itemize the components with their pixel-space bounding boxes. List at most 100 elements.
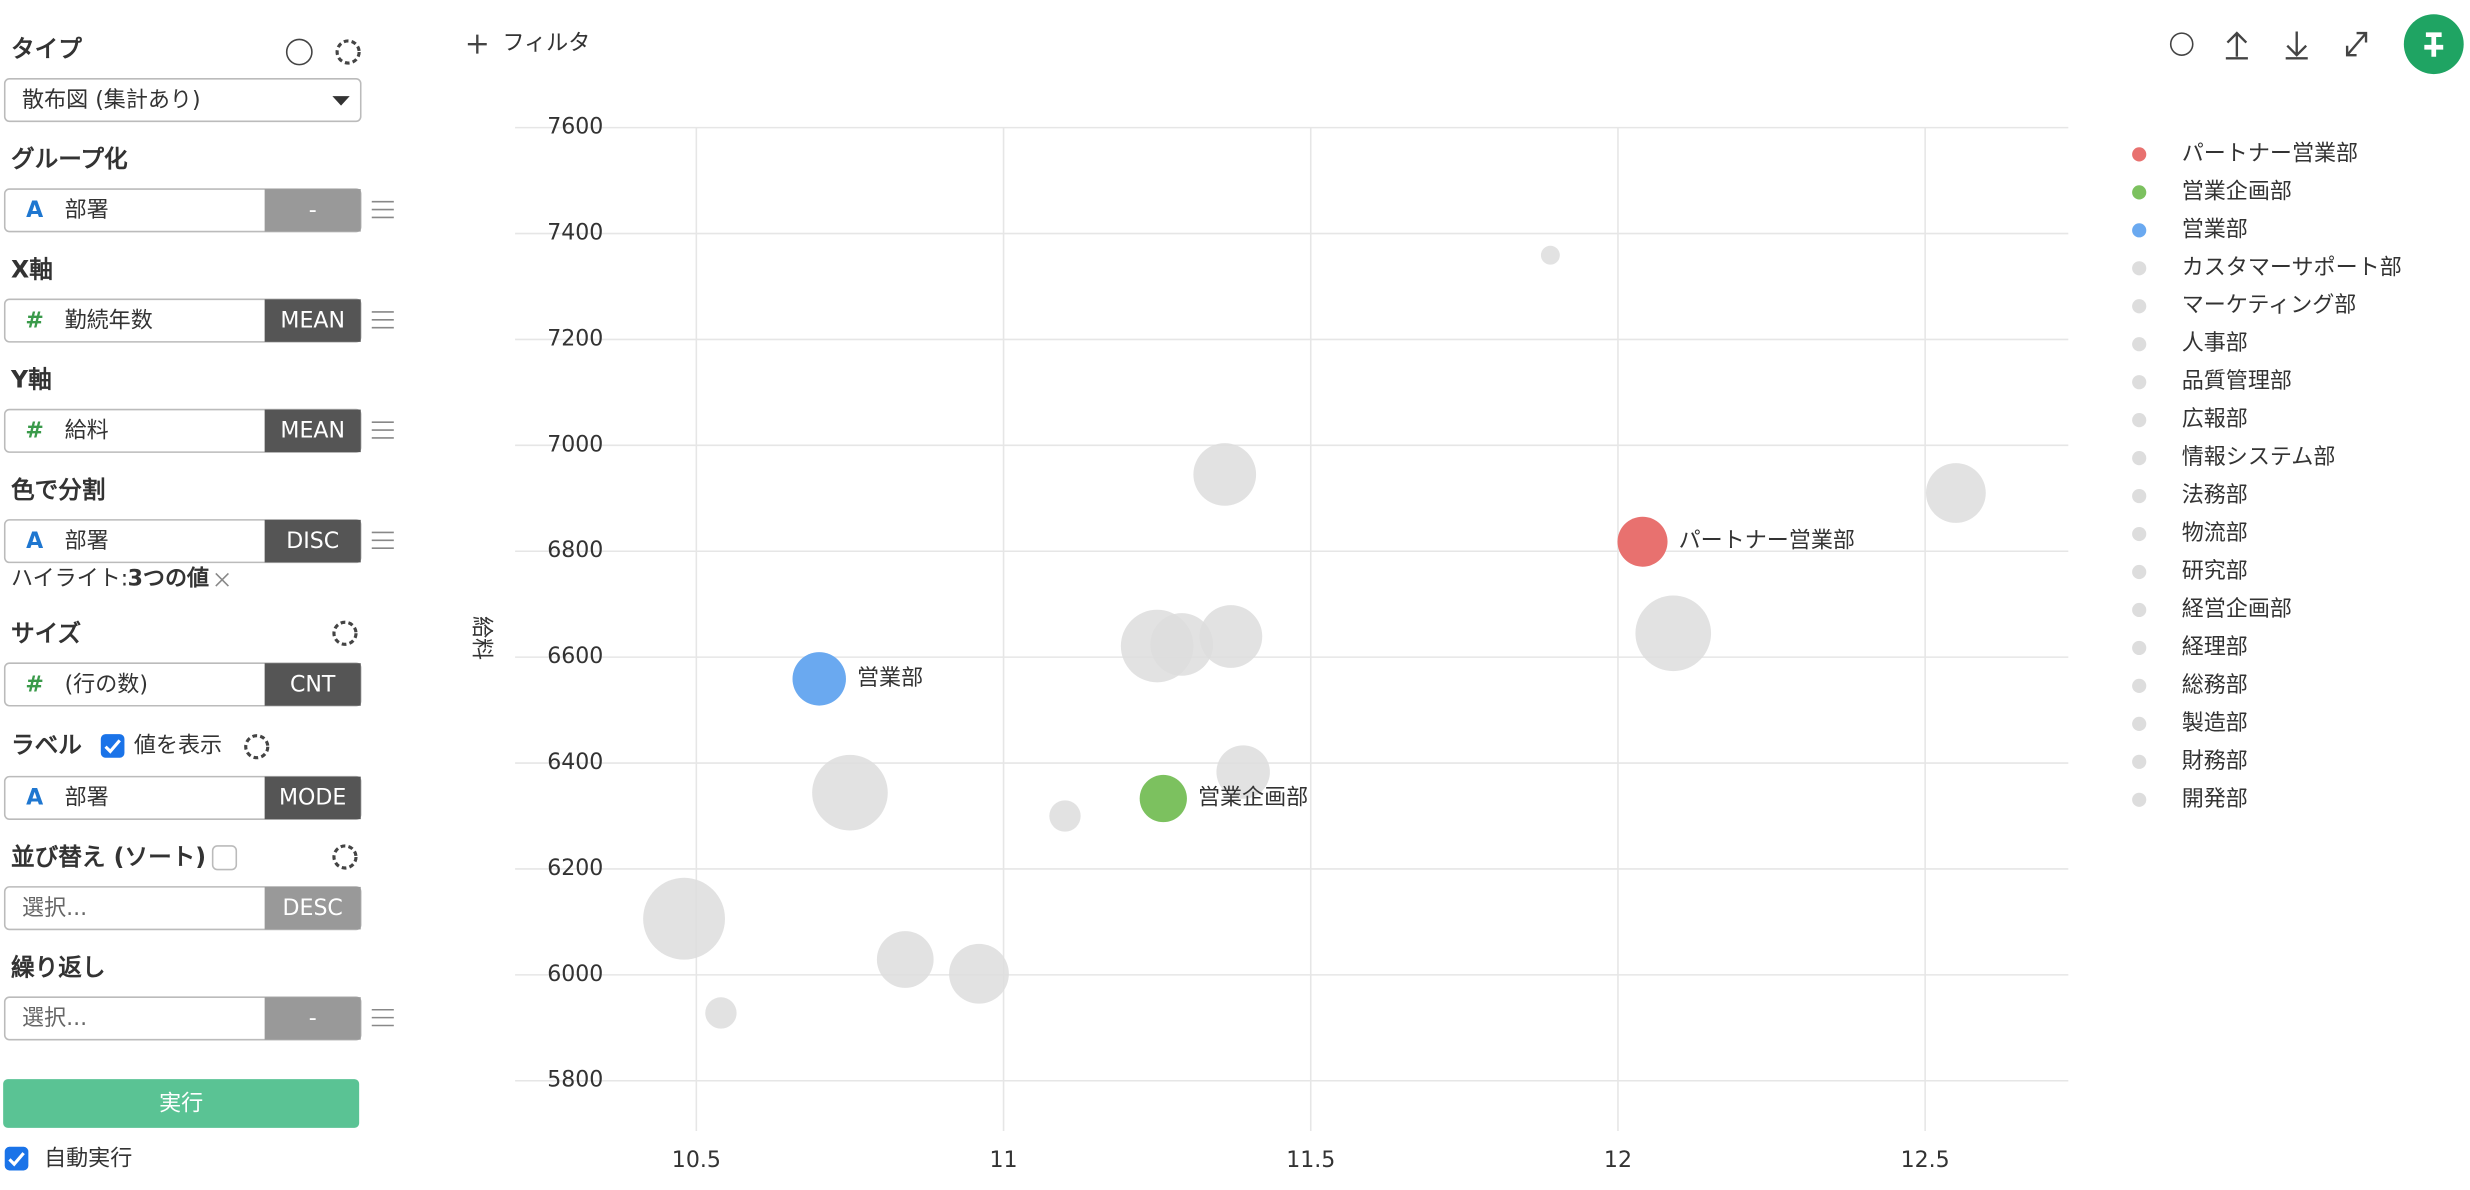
upload-icon[interactable] [2225, 31, 2248, 60]
legend-label[interactable]: カスタマーサポート部 [2182, 255, 2402, 280]
legend-label[interactable]: 情報システム部 [2182, 445, 2336, 470]
plus-icon[interactable] [467, 34, 487, 54]
legend-label[interactable]: 経営企画部 [2182, 597, 2292, 622]
legend-marker[interactable] [2132, 185, 2147, 200]
type-select[interactable] [3, 78, 362, 123]
bubble [1139, 774, 1187, 823]
legend-label[interactable]: 営業企画部 [2182, 179, 2292, 204]
legend-marker[interactable] [2132, 451, 2147, 466]
settings-icon[interactable] [332, 844, 358, 870]
checkbox[interactable] [211, 845, 238, 871]
legend-marker[interactable] [2132, 602, 2147, 618]
bubble [705, 997, 737, 1029]
legend-label[interactable]: 研究部 [2182, 559, 2248, 584]
legend-label[interactable]: 経理部 [2182, 635, 2248, 660]
legend-marker[interactable] [2132, 754, 2147, 769]
legend-marker[interactable] [2132, 413, 2147, 428]
x-tick-label: 11.5 [1286, 1148, 1335, 1173]
legend-marker[interactable] [2132, 337, 2147, 352]
field-title: サイズ [11, 619, 82, 647]
y-axis-label: 給料 [468, 616, 493, 660]
legend-marker[interactable] [2132, 488, 2147, 504]
legend-label[interactable]: 財務部 [2182, 749, 2248, 774]
agg-label: MODE [279, 786, 346, 811]
legend-label[interactable]: 法務部 [2182, 483, 2248, 508]
y-tick-label: 7600 [547, 115, 603, 140]
legend-marker[interactable] [2132, 564, 2147, 580]
legend-marker[interactable] [2132, 223, 2147, 238]
settings-icon[interactable] [332, 620, 358, 646]
legend-label[interactable]: パートナー営業部 [2182, 141, 2358, 166]
legend-label[interactable]: 人事部 [2182, 331, 2248, 356]
highlight-value[interactable]: 3つの値 [128, 567, 209, 592]
bubble [792, 652, 846, 706]
menu-icon[interactable] [371, 421, 394, 439]
agg-label: MEAN [280, 308, 345, 333]
bubble [1617, 516, 1668, 567]
x-tick-label: 10.5 [672, 1148, 721, 1173]
bubble [1635, 595, 1712, 672]
bubble [949, 943, 1009, 1004]
legend-label[interactable]: 広報部 [2182, 407, 2248, 432]
agg-button[interactable] [264, 189, 361, 232]
checkbox-checked[interactable] [100, 734, 125, 758]
comment-icon[interactable] [2169, 32, 2194, 56]
x-tick-label: 12 [1604, 1148, 1632, 1173]
run-button[interactable] [3, 1079, 360, 1128]
legend-label[interactable]: 製造部 [2182, 711, 2248, 736]
run-label: 実行 [159, 1091, 203, 1116]
agg-button[interactable] [264, 776, 361, 820]
bubble [1540, 245, 1560, 265]
legend-label[interactable]: 開発部 [2182, 787, 2248, 812]
agg-label: DESC [283, 896, 343, 921]
legend-marker[interactable] [2132, 147, 2147, 162]
legend-label[interactable]: マーケティング部 [2182, 293, 2357, 318]
agg-button[interactable] [264, 409, 361, 453]
download-icon[interactable] [2285, 31, 2308, 60]
checkbox-checked[interactable] [4, 1146, 29, 1171]
legend-marker[interactable] [2132, 526, 2147, 542]
legend-marker[interactable] [2132, 678, 2147, 693]
agg-button[interactable] [264, 519, 361, 563]
y-tick-label: 6400 [547, 750, 603, 775]
bubble [1216, 745, 1270, 799]
legend-label[interactable]: 品質管理部 [2182, 369, 2292, 394]
menu-icon[interactable] [371, 531, 394, 550]
auto-run-label: 自動実行 [44, 1146, 132, 1171]
field-title: 繰り返し [11, 953, 105, 981]
legend-marker[interactable] [2132, 261, 2147, 276]
field-type-icon: # [25, 308, 43, 333]
y-tick-label: 6600 [547, 644, 603, 669]
settings-icon[interactable] [244, 734, 270, 760]
legend-label[interactable]: 総務部 [2182, 673, 2248, 698]
menu-icon[interactable] [371, 311, 394, 329]
agg-button[interactable] [264, 997, 361, 1040]
y-tick-label: 7400 [547, 221, 603, 246]
settings-icon[interactable] [335, 39, 361, 65]
agg-button[interactable] [264, 886, 361, 930]
filter-button[interactable]: フィルタ [503, 31, 591, 56]
legend-label[interactable]: 営業部 [2182, 217, 2248, 242]
clear-icon[interactable] [215, 572, 229, 587]
legend-marker[interactable] [2132, 375, 2147, 390]
legend-label[interactable]: 物流部 [2182, 521, 2248, 546]
y-tick-label: 7000 [547, 432, 603, 457]
bubble [812, 754, 888, 831]
agg-button[interactable] [264, 299, 361, 342]
field-value: 勤続年数 [65, 308, 153, 333]
expand-icon[interactable] [2345, 31, 2368, 57]
agg-button[interactable] [264, 663, 361, 706]
legend-marker[interactable] [2132, 640, 2147, 656]
help-icon[interactable] [285, 38, 313, 66]
type-value: 散布図 (集計あり) [22, 88, 201, 113]
bubble [1925, 463, 1986, 523]
check-mark [8, 1152, 25, 1167]
menu-icon[interactable] [371, 1008, 394, 1027]
field-value: 部署 [65, 529, 109, 554]
legend-marker[interactable] [2132, 716, 2147, 731]
x-tick-label: 11 [990, 1148, 1018, 1173]
menu-icon[interactable] [371, 200, 394, 219]
legend-marker[interactable] [2132, 299, 2147, 314]
field-value: (行の数) [65, 672, 148, 697]
legend-marker[interactable] [2132, 792, 2147, 807]
